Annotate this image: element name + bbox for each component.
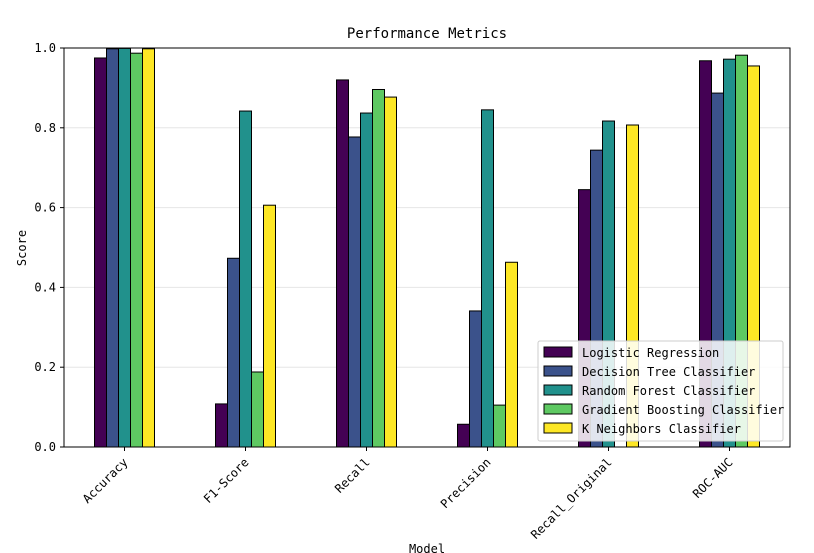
bar-logistic-regression-f1-score: [215, 403, 228, 448]
bar-logistic-regression-recall: [336, 79, 349, 448]
chart-title: Performance Metrics: [347, 26, 507, 42]
y-tick-label: 0.0: [34, 440, 56, 454]
legend-swatch: [543, 365, 573, 377]
bar-random-forest-classifier-precision: [481, 109, 494, 448]
x-tick-label: Recall: [332, 455, 373, 496]
x-tick-label: Accuracy: [80, 455, 131, 506]
y-tick-label: 1.0: [34, 41, 56, 55]
legend-entry: Random Forest Classifier: [582, 384, 755, 398]
bar-logistic-regression-accuracy: [94, 57, 107, 448]
bar-random-forest-classifier-recall: [360, 112, 373, 448]
bar-gradient-boosting-classifier-precision: [493, 404, 506, 448]
x-tick-label: ROC-AUC: [690, 455, 736, 501]
legend: Logistic Regression Decision Tree Classif…: [537, 340, 784, 442]
bar-k-neighbors-classifier-accuracy: [142, 48, 155, 448]
y-axis-ticks: 0.0 0.2 0.4 0.6 0.8 1.0: [34, 41, 64, 454]
bar-decision-tree-classifier-f1-score: [227, 257, 240, 448]
bar-random-forest-classifier-accuracy: [118, 47, 131, 448]
legend-entry: K Neighbors Classifier: [582, 422, 741, 436]
bar-gradient-boosting-classifier-accuracy: [130, 52, 143, 448]
y-axis-label: Score: [15, 230, 29, 266]
bar-k-neighbors-classifier-precision: [505, 261, 518, 448]
bar-gradient-boosting-classifier-recall: [372, 88, 385, 448]
legend-swatch: [543, 422, 573, 434]
x-tick-label: Precision: [438, 455, 494, 511]
bar-decision-tree-classifier-accuracy: [106, 48, 119, 448]
bar-k-neighbors-classifier-f1-score: [263, 204, 276, 448]
y-tick-label: 0.2: [34, 360, 56, 374]
x-axis-label: Model: [409, 542, 445, 553]
x-axis-ticks: Accuracy F1-Score Recall Precision Recall_Or…: [80, 447, 736, 542]
bar-k-neighbors-classifier-recall: [384, 96, 397, 448]
legend-box: [537, 340, 784, 442]
legend-swatch: [543, 384, 573, 396]
bar-random-forest-classifier-f1-score: [239, 110, 252, 448]
legend-entry: Gradient Boosting Classifier: [582, 403, 784, 417]
legend-swatch: [543, 346, 573, 358]
bar-decision-tree-classifier-precision: [469, 310, 482, 448]
x-tick-label: F1-Score: [201, 455, 252, 506]
x-tick-label: Recall_Original: [528, 455, 615, 542]
legend-entry: Logistic Regression: [582, 346, 719, 360]
y-tick-label: 0.4: [34, 280, 56, 294]
plot-frame: [63, 47, 791, 448]
y-tick-label: 0.8: [34, 121, 56, 135]
legend-entry: Decision Tree Classifier: [582, 365, 755, 379]
bar-logistic-regression-precision: [457, 423, 470, 448]
bar-gradient-boosting-classifier-f1-score: [251, 371, 264, 448]
legend-swatch: [543, 403, 573, 415]
y-tick-label: 0.6: [34, 201, 56, 215]
bar-decision-tree-classifier-recall: [348, 136, 361, 448]
